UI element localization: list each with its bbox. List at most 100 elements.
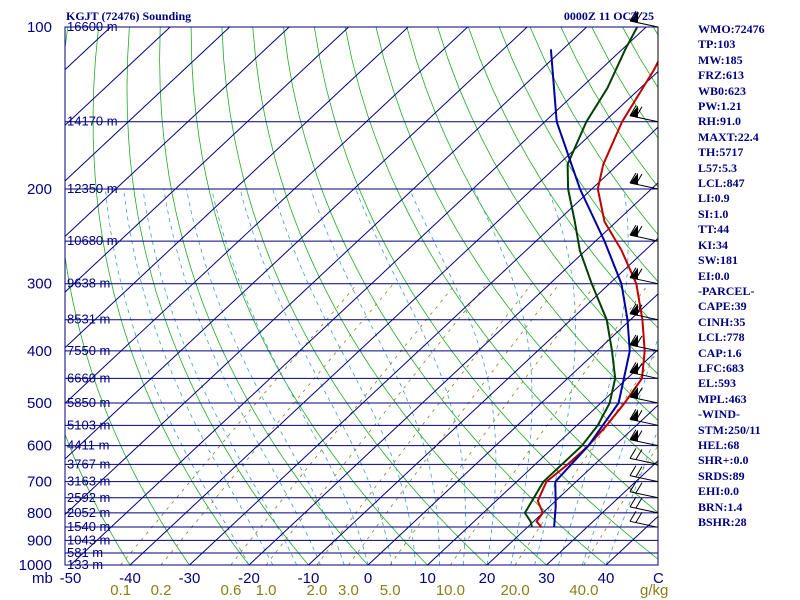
height-label: 1043 m	[67, 532, 110, 547]
mixing-ratio-label: 20.0	[500, 582, 529, 599]
index-item: BSHR:28	[698, 515, 747, 529]
dewpoint-profile	[523, 27, 639, 528]
isotherm	[65, 27, 469, 405]
mixing-ratio-label: 3.0	[338, 582, 359, 599]
height-label: 14170 m	[67, 114, 118, 129]
height-label: 1540 m	[67, 519, 110, 534]
index-item: WMO:72476	[698, 22, 765, 36]
mixing-ratio-label: 0.2	[151, 582, 172, 599]
height-label: 7550 m	[67, 343, 110, 358]
wind-barb	[629, 303, 659, 321]
height-label: 5850 m	[67, 395, 110, 410]
temperature-tick-label: -40	[119, 570, 141, 587]
pressure-label: 700	[27, 474, 52, 491]
height-label: 581 m	[67, 545, 103, 560]
profile-lines	[523, 27, 658, 528]
mixing-ratio-line	[230, 283, 457, 566]
height-label: 16600 m	[67, 19, 118, 34]
isotherm	[367, 293, 658, 566]
wind-barb	[629, 386, 659, 404]
pressure-label: 300	[27, 276, 52, 293]
index-item: -WIND-	[698, 407, 740, 422]
moist-adiabat	[409, 188, 497, 566]
height-label: 5103 m	[67, 417, 110, 432]
index-item: CINH:35	[698, 314, 746, 329]
index-item: LFC:683	[698, 360, 744, 375]
index-item: SRDS:89	[698, 468, 745, 483]
height-label: 8531 m	[67, 312, 110, 327]
mixing-ratio-label: 1.0	[256, 582, 277, 599]
mixing-ratio-label: 0.6	[220, 582, 241, 599]
height-label: 12350 m	[67, 181, 118, 196]
index-item: EL:593	[698, 376, 737, 391]
mixing-ratio-line	[450, 283, 649, 566]
isotherm	[486, 404, 658, 566]
wind-barb	[629, 334, 659, 352]
index-item: LCL:847	[698, 176, 745, 191]
dry-adiabat	[283, 27, 607, 566]
index-item: -PARCEL-	[698, 283, 755, 298]
moist-adiabat	[105, 188, 250, 566]
chart-time: 0000Z 11 OCT 25	[564, 9, 654, 23]
index-item: MPL:463	[698, 391, 747, 406]
isotherm	[65, 27, 290, 238]
index-item: BRN:1.4	[698, 499, 743, 514]
index-item: FRZ:613	[698, 68, 744, 83]
wind-barb	[629, 448, 659, 465]
index-item: CAPE:39	[698, 299, 747, 314]
mixing-ratio-line	[583, 444, 658, 566]
mixing-ratio-line	[120, 283, 358, 566]
pressure-label: 400	[27, 343, 52, 360]
height-label: 133 m	[67, 557, 103, 572]
dry-adiabats	[65, 27, 658, 566]
height-label: 4411 m	[67, 438, 109, 453]
index-item: SI:1.0	[698, 206, 729, 221]
mixing-ratio-unit: g/kg	[640, 582, 668, 599]
mixing-ratio-label: 10.0	[436, 582, 465, 599]
isotherm	[65, 27, 528, 460]
mixing-ratio-label: 5.0	[380, 582, 401, 599]
height-label: 2592 m	[67, 490, 110, 505]
temperature-tick-label: -20	[238, 570, 260, 587]
mixing-ratio-line	[316, 283, 533, 566]
height-label: 6660 m	[67, 370, 110, 385]
index-item: L57:5.3	[698, 160, 737, 175]
dry-adiabat	[92, 27, 250, 566]
wind-barb	[629, 511, 659, 528]
index-item: LI:0.9	[698, 191, 730, 206]
dry-adiabat	[313, 27, 658, 560]
pressure-label: 200	[27, 181, 52, 198]
isotherm	[189, 126, 658, 566]
mixing-ratio-line	[348, 283, 560, 566]
isobars	[64, 26, 659, 566]
pressure-label: 100	[27, 19, 52, 36]
temperature-tick-label: 30	[538, 570, 555, 587]
temperature-tick-label: 40	[598, 570, 615, 587]
isotherms	[65, 27, 658, 566]
index-item: SW:181	[698, 253, 739, 268]
wind-barb	[629, 172, 659, 190]
temperature-tick-label: -50	[60, 570, 82, 587]
wind-barb	[629, 267, 659, 285]
moist-adiabat	[142, 188, 297, 566]
plot-frame	[64, 26, 659, 566]
mixing-ratio-label: 2.0	[307, 582, 328, 599]
index-item: EHI:0.0	[698, 484, 740, 499]
isotherm	[65, 27, 409, 349]
isotherm	[129, 70, 658, 566]
moist-adiabat	[581, 336, 658, 566]
index-item: RH:91.0	[698, 114, 741, 129]
index-item: TH:5717	[698, 145, 744, 160]
mixing-ratio-line	[265, 283, 488, 566]
height-label: 10680 m	[67, 233, 118, 248]
moist-adiabat	[186, 188, 345, 566]
moist-adiabat	[473, 188, 533, 566]
moist-adiabat	[355, 188, 466, 566]
height-label: 3163 m	[67, 474, 110, 489]
pressure-label: 800	[27, 505, 52, 522]
index-item: MW:185	[698, 52, 743, 67]
index-item: KI:34	[698, 237, 728, 252]
stability-indices-panel: WMO:72476 TP:103 MW:185 FRZ:613 WB0:623 …	[698, 22, 798, 530]
height-label: 3767 m	[67, 456, 110, 471]
